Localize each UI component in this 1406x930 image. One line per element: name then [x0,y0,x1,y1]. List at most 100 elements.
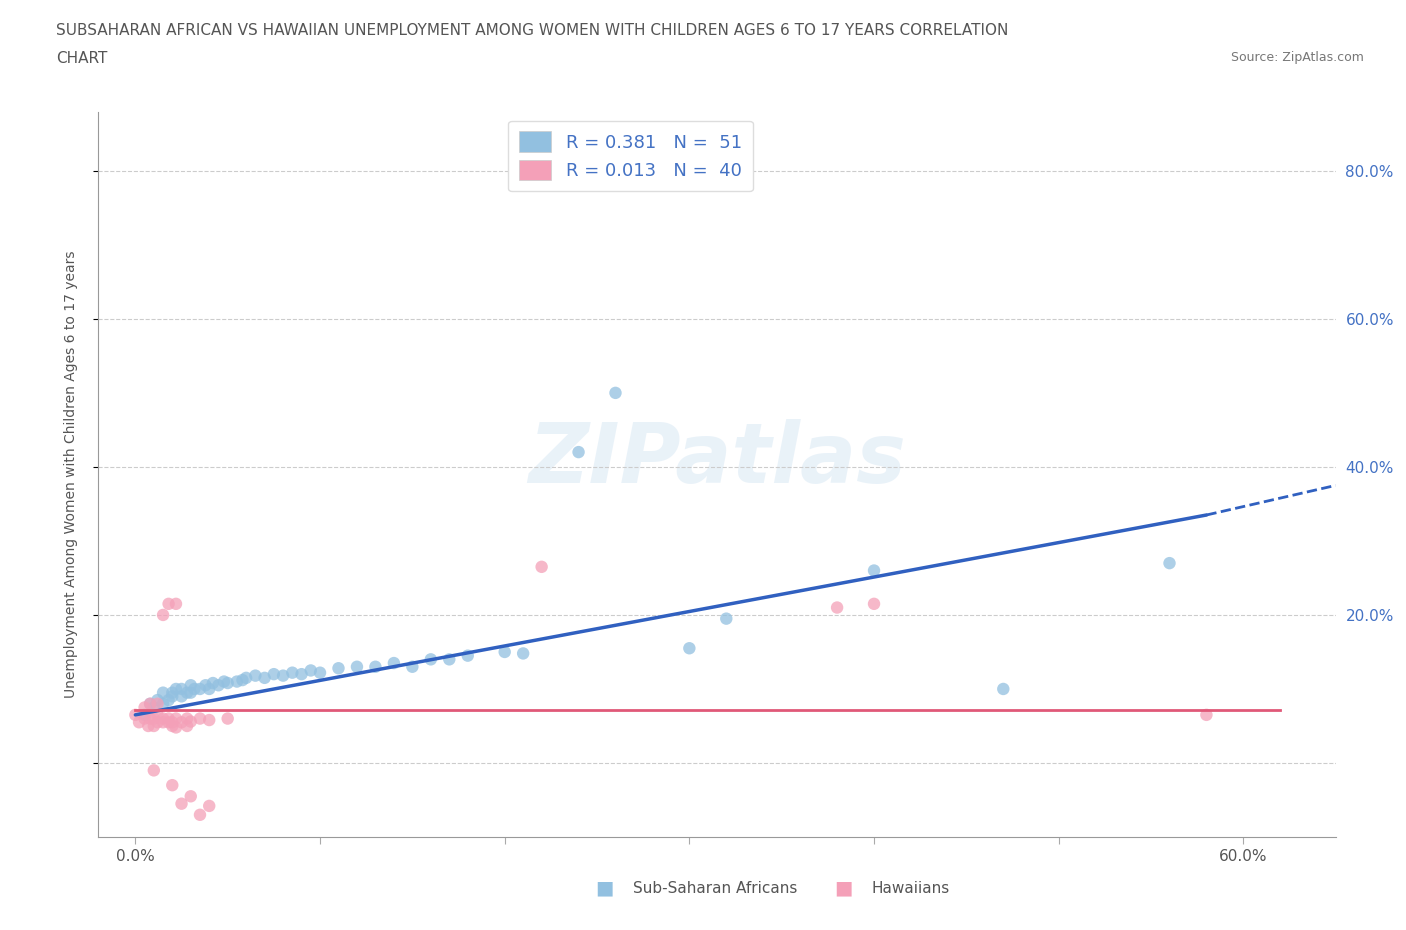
Point [419,652,441,667]
Point [170,682,193,697]
Point [128,715,150,730]
Point [124,708,146,723]
Point [567,445,589,459]
Point [198,682,221,697]
Point [253,671,276,685]
Text: Sub-Saharan Africans: Sub-Saharan Africans [633,881,797,896]
Point [401,659,423,674]
Point [382,656,405,671]
Point [139,711,162,726]
Point [152,685,174,700]
Point [146,715,169,730]
Text: Hawaiians: Hawaiians [872,881,950,896]
Point [328,661,350,676]
Point [271,668,294,683]
Text: ZIPatlas: ZIPatlas [529,419,905,500]
Point [142,700,165,715]
Point [207,678,229,693]
Point [1159,556,1181,571]
Y-axis label: Unemployment Among Women with Children Ages 6 to 17 years: Unemployment Among Women with Children A… [63,250,77,698]
Point [157,711,180,726]
Point [162,777,184,792]
Point [165,596,187,611]
Point [198,799,221,814]
Point [198,712,221,727]
Point [530,559,553,574]
Point [162,719,184,734]
Point [142,763,165,777]
Legend: R = 0.381   N =  51, R = 0.013   N =  40: R = 0.381 N = 51, R = 0.013 N = 40 [508,121,752,192]
Point [157,715,180,730]
Point [188,682,211,697]
Point [157,596,180,611]
Point [263,667,285,682]
Point [194,678,217,693]
Point [170,715,193,730]
Point [165,682,187,697]
Point [825,600,848,615]
Point [152,711,174,726]
Point [180,678,202,693]
Point [212,674,235,689]
Point [146,693,169,708]
Point [716,611,738,626]
Point [231,672,253,687]
Point [457,648,479,663]
Point [217,711,239,726]
Point [170,689,193,704]
Point [1195,708,1218,723]
Text: Source: ZipAtlas.com: Source: ZipAtlas.com [1230,51,1364,64]
Point [162,689,184,704]
Point [134,700,156,715]
Text: SUBSAHARAN AFRICAN VS HAWAIIAN UNEMPLOYMENT AMONG WOMEN WITH CHILDREN AGES 6 TO : SUBSAHARAN AFRICAN VS HAWAIIAN UNEMPLOYM… [56,23,1008,38]
Point [183,682,205,697]
Point [165,720,187,735]
Point [863,563,886,578]
Point [146,708,169,723]
Point [139,697,162,711]
Point [439,652,461,667]
Point [226,674,249,689]
Point [494,644,516,659]
Point [364,659,387,674]
Point [863,596,886,611]
Point [162,715,184,730]
Point [281,665,304,680]
Point [142,719,165,734]
Point [290,667,312,682]
Point [136,719,159,734]
Point [162,685,184,700]
Point [165,711,187,726]
Point [201,675,224,690]
Point [180,789,202,804]
Point [245,668,267,683]
Point [157,693,180,708]
Point [299,663,322,678]
Point [217,675,239,690]
Point [170,796,193,811]
Text: ■: ■ [595,879,614,897]
Point [188,711,211,726]
Point [346,659,368,674]
Point [146,697,169,711]
Point [176,685,198,700]
Point [176,711,198,726]
Point [512,646,534,661]
Point [180,714,202,729]
Text: CHART: CHART [56,51,108,66]
Point [142,711,165,726]
Point [152,697,174,711]
Point [235,671,257,685]
Point [180,685,202,700]
Point [188,807,211,822]
Point [605,385,627,400]
Point [139,697,162,711]
Point [309,665,332,680]
Point [152,715,174,730]
Point [678,641,700,656]
Point [993,682,1015,697]
Point [152,607,174,622]
Point [134,708,156,723]
Text: ■: ■ [834,879,853,897]
Point [134,711,156,726]
